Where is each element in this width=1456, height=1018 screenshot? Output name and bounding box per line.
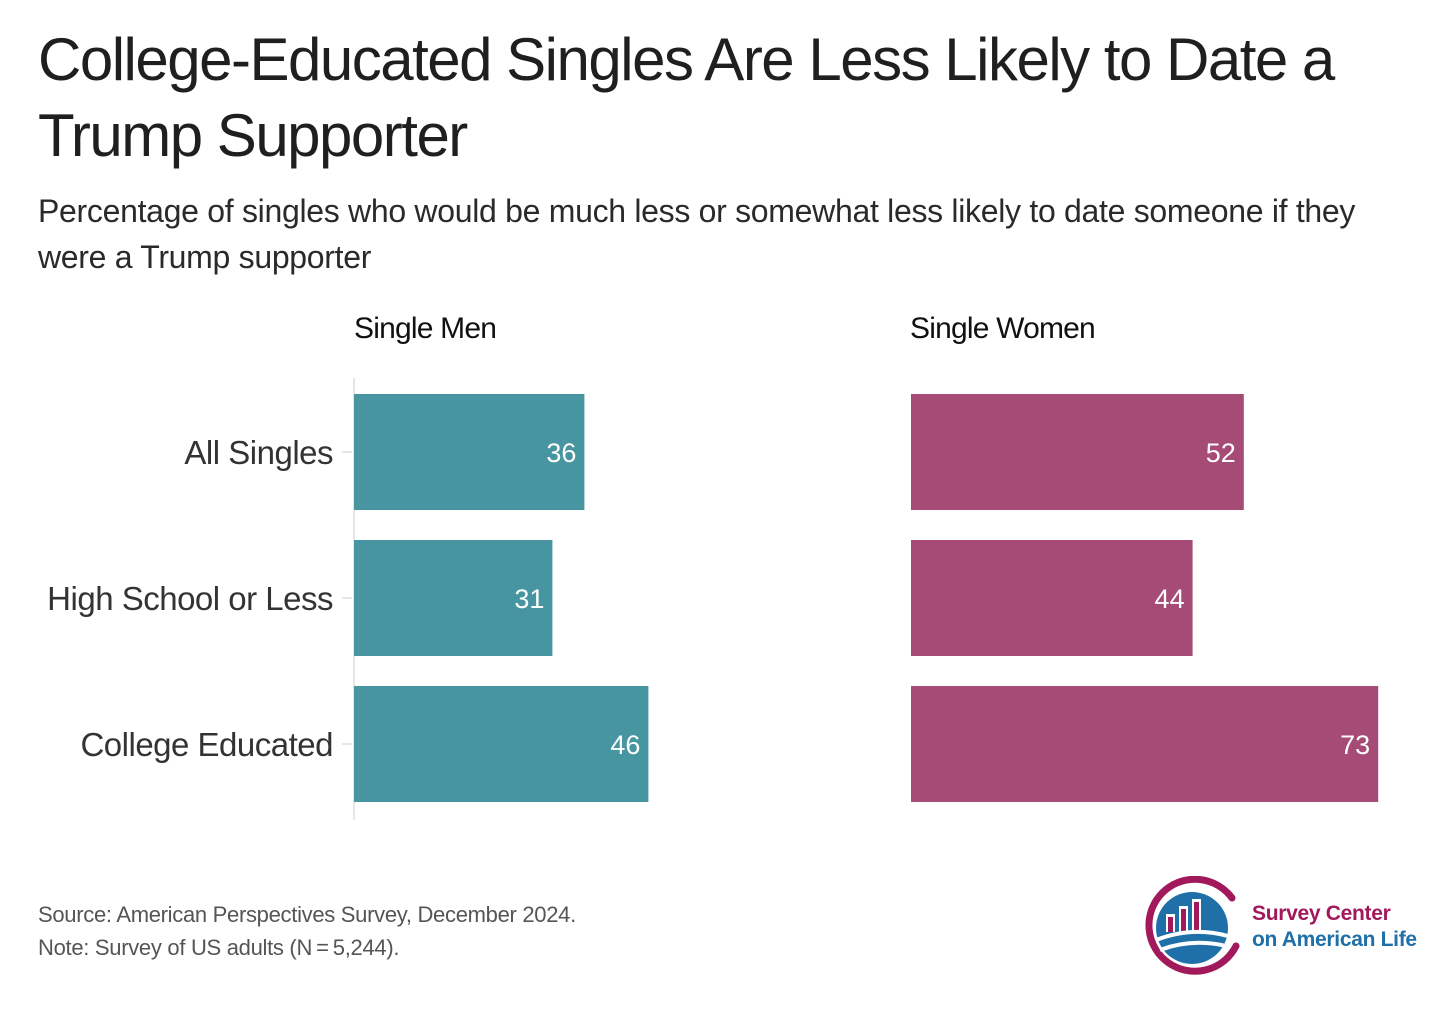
panel-title-single-men: Single Men [354,312,497,345]
data-label: 52 [1206,438,1236,468]
logo-text-line1: Survey Center [1252,902,1391,925]
data-label: 46 [610,730,640,760]
bar [354,686,649,802]
panel-title-single-women: Single Women [910,312,1096,345]
chart-title: College-Educated Singles Are Less Likely… [38,26,1335,169]
survey-center-logo: Survey Center on American Life [1140,875,1430,976]
data-label: 44 [1155,584,1185,614]
logo-emblem-icon [1145,875,1240,975]
data-label: 36 [546,438,576,468]
category-label: All Singles [184,434,333,471]
logo-text-line2: on American Life [1252,928,1417,951]
bar [354,394,585,510]
chart-subtitle: Percentage of singles who would be much … [38,193,1356,275]
category-label: High School or Less [47,580,333,617]
survey-note: Note: Survey of US adults (N = 5,244). [38,935,400,960]
data-label: 31 [514,584,544,614]
bar [354,540,553,656]
bar [911,686,1379,802]
category-label: College Educated [80,726,333,763]
bar [911,540,1193,656]
data-label: 73 [1340,730,1370,760]
source-note: Source: American Perspectives Survey, De… [38,902,576,927]
bar [911,394,1244,510]
